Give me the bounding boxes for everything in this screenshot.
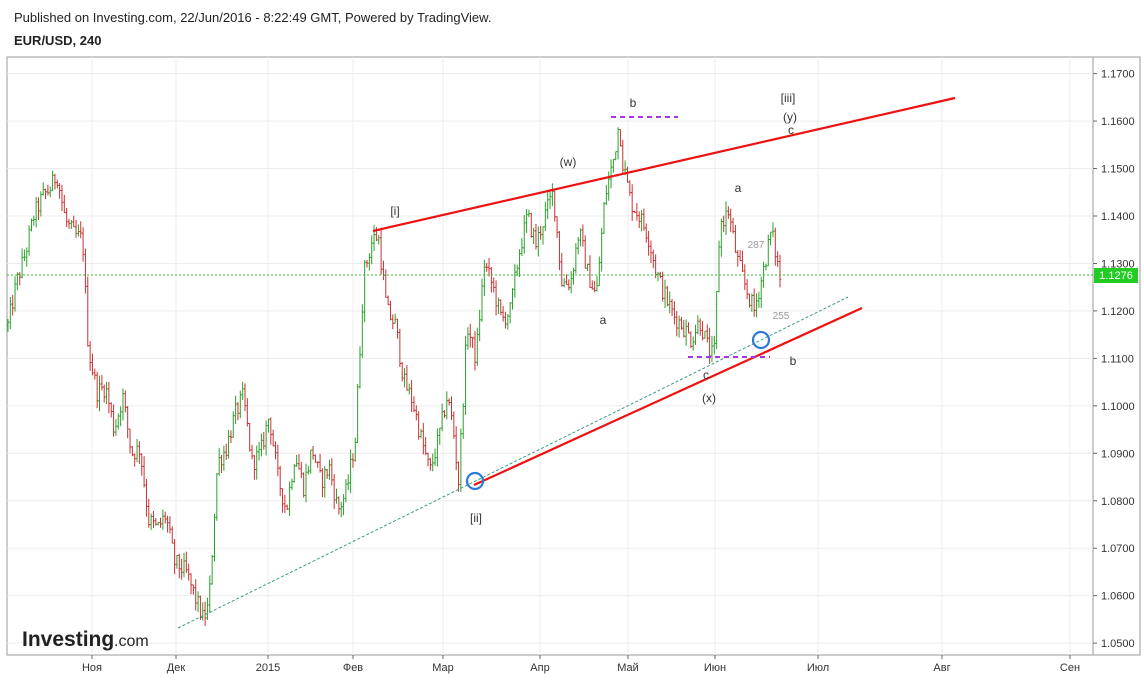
lower-trendline: [473, 306, 863, 487]
label-255: 255: [773, 311, 790, 322]
circle-marker-ii: [465, 471, 485, 491]
label-wave-iii: [iii]: [781, 91, 796, 105]
label-wave-a1: a: [600, 313, 607, 327]
label-wave-b1: b: [630, 96, 637, 110]
label-wave-w: (w): [560, 155, 577, 169]
lower-channel-line: [177, 296, 849, 629]
x-tick-label: Сен: [1060, 662, 1080, 674]
circle-marker-b: [751, 330, 771, 350]
y-tick-label: 1.0500: [1101, 638, 1135, 650]
x-tick-label: Ноя: [82, 662, 102, 674]
ohlc-bars: [6, 127, 782, 627]
x-tick-label: Июн: [704, 662, 726, 674]
y-tick-label: 1.1600: [1101, 116, 1135, 128]
x-axis-ticks: Ноя Дек 2015 Фев Мар Апр Май Июн Июл Авг Сен: [82, 655, 1080, 674]
label-wave-b2: b: [790, 354, 797, 368]
label-wave-ii: [ii]: [470, 511, 482, 525]
y-tick-label: 1.1300: [1101, 258, 1135, 270]
label-wave-y: (y): [783, 110, 797, 124]
y-tick-label: 1.1100: [1101, 353, 1134, 365]
y-tick-label: 1.1200: [1101, 306, 1135, 318]
grid: [7, 57, 1093, 655]
label-wave-c1: c: [703, 368, 709, 382]
x-tick-label: Мар: [432, 662, 454, 674]
x-tick-label: Авг: [933, 662, 950, 674]
label-wave-x: (x): [702, 391, 716, 405]
x-tick-label: Апр: [530, 662, 549, 674]
x-tick-label: Май: [617, 662, 639, 674]
logo-main: Investing: [22, 628, 114, 651]
plot-frame: [6, 56, 1094, 656]
y-tick-label: 1.1400: [1101, 211, 1135, 223]
y-tick-label: 1.0600: [1101, 591, 1135, 603]
x-tick-label: Июл: [807, 662, 829, 674]
label-wave-c2: c: [788, 123, 794, 137]
label-wave-i: [i]: [390, 204, 399, 218]
x-tick-label: Фев: [343, 662, 363, 674]
y-tick-label: 1.1700: [1101, 69, 1135, 81]
x-tick-label: Дек: [167, 662, 186, 674]
y-tick-label: 1.0700: [1101, 543, 1135, 555]
logo-suffix: .com: [114, 633, 149, 650]
y-tick-label: 1.1500: [1101, 164, 1135, 176]
overlays: [7, 96, 1093, 629]
price-badge: 1.1276: [1094, 268, 1138, 283]
annotations: [i] [ii] (w) a b c (x) a b [iii] (y) c 2…: [390, 91, 797, 525]
y-tick-label: 1.1000: [1101, 401, 1135, 413]
price-badge-label: 1.1276: [1099, 270, 1133, 282]
published-caption: Published on Investing.com, 22/Jun/2016 …: [14, 10, 492, 25]
symbol-title: EUR/USD, 240: [14, 33, 102, 48]
upper-trendline: [372, 96, 956, 233]
y-tick-label: 1.0800: [1101, 496, 1135, 508]
price-badge-box: [1094, 268, 1138, 283]
label-wave-a2: a: [735, 181, 742, 195]
label-287: 287: [748, 240, 765, 251]
y-tick-label: 1.0900: [1101, 448, 1135, 460]
x-tick-label: 2015: [256, 662, 280, 674]
y-axis-ticks: 1.0500 1.0600 1.0700 1.0800 1.0900 1.1000 1.11…: [1093, 69, 1135, 650]
investing-logo: Investing .com: [22, 628, 149, 651]
y-axis-frame: [1092, 56, 1141, 656]
